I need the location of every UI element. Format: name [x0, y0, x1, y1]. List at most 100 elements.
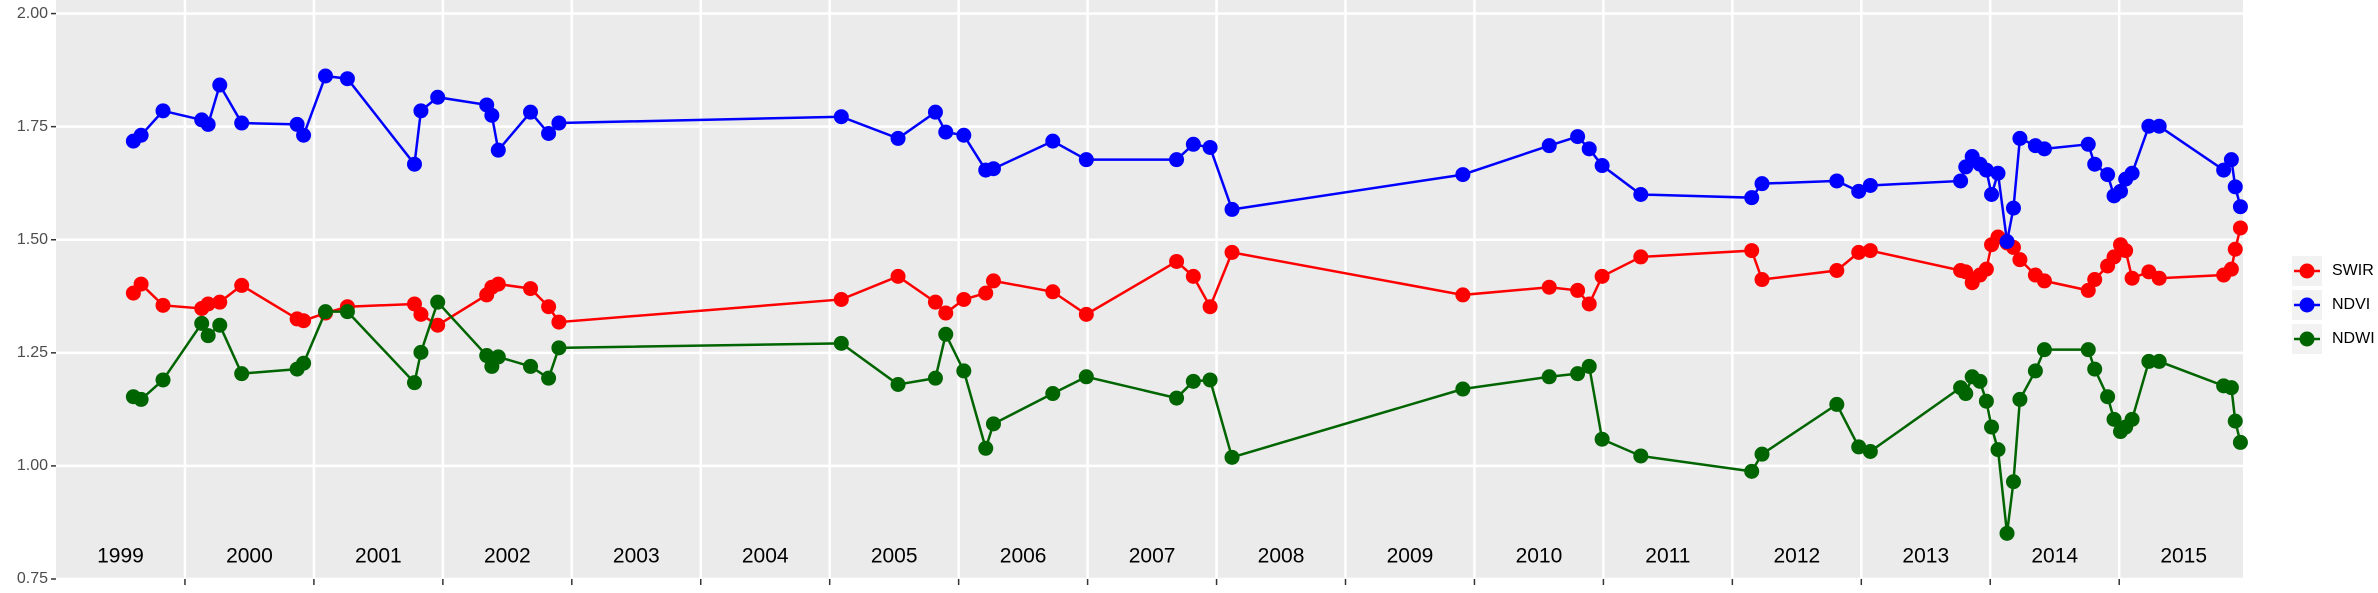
- point: [2087, 361, 2103, 377]
- legend-label: NDWI: [2332, 330, 2375, 347]
- point: [1978, 261, 1994, 277]
- point: [413, 103, 429, 119]
- point: [1633, 187, 1649, 203]
- point: [2100, 389, 2116, 405]
- x-tick-label: 2003: [613, 545, 660, 568]
- point: [551, 314, 567, 330]
- point: [1862, 443, 1878, 459]
- point: [339, 71, 355, 87]
- point: [1169, 152, 1185, 168]
- legend-marker: [2299, 297, 2315, 313]
- point: [2223, 261, 2239, 277]
- point: [296, 127, 312, 143]
- point: [2080, 136, 2096, 152]
- point: [490, 276, 506, 292]
- point: [956, 291, 972, 307]
- x-tick-label: 2006: [1000, 545, 1047, 568]
- point: [318, 304, 334, 320]
- point: [1224, 449, 1240, 465]
- point: [1862, 243, 1878, 259]
- point: [2124, 270, 2140, 286]
- point: [430, 89, 446, 105]
- point: [2141, 118, 2157, 134]
- point: [339, 304, 355, 320]
- point: [490, 142, 506, 158]
- point: [956, 127, 972, 143]
- point: [551, 340, 567, 356]
- point: [212, 77, 228, 93]
- point: [2151, 270, 2167, 286]
- point: [890, 130, 906, 146]
- x-tick-label: 2015: [2160, 545, 2207, 568]
- point: [1594, 431, 1610, 447]
- point: [927, 370, 943, 386]
- point: [1851, 439, 1867, 455]
- plot-panel: [56, 0, 2243, 579]
- point: [890, 376, 906, 392]
- point: [296, 313, 312, 329]
- point: [1984, 187, 2000, 203]
- point: [2232, 220, 2248, 236]
- point: [890, 268, 906, 284]
- point: [1594, 158, 1610, 174]
- point: [1224, 201, 1240, 217]
- point: [551, 115, 567, 131]
- point: [2227, 241, 2243, 257]
- point: [2141, 353, 2157, 369]
- point: [406, 375, 422, 391]
- point: [1633, 249, 1649, 265]
- y-tick-label: 2.00: [17, 5, 48, 22]
- point: [1455, 287, 1471, 303]
- point: [484, 107, 500, 123]
- point: [1990, 442, 2006, 458]
- point: [200, 328, 216, 344]
- point: [1541, 279, 1557, 295]
- point: [2124, 165, 2140, 181]
- point: [1169, 253, 1185, 269]
- point: [1570, 282, 1586, 298]
- point: [2036, 141, 2052, 157]
- point: [1185, 373, 1201, 389]
- point: [1541, 138, 1557, 154]
- point: [978, 440, 994, 456]
- point: [1581, 141, 1597, 157]
- point: [296, 355, 312, 371]
- point: [2005, 474, 2021, 490]
- point: [1570, 366, 1586, 382]
- point: [1224, 244, 1240, 260]
- point: [1851, 183, 1867, 199]
- point: [2227, 179, 2243, 195]
- point: [541, 125, 557, 141]
- point: [1045, 284, 1061, 300]
- point: [541, 299, 557, 315]
- point: [1185, 136, 1201, 152]
- point: [1594, 268, 1610, 284]
- point: [938, 326, 954, 342]
- point: [1045, 386, 1061, 402]
- x-tick-label: 2012: [1773, 545, 1820, 568]
- point: [1829, 396, 1845, 412]
- point: [833, 335, 849, 351]
- point: [2223, 152, 2239, 168]
- point: [1570, 129, 1586, 145]
- point: [2036, 342, 2052, 358]
- point: [1202, 139, 1218, 155]
- point: [833, 291, 849, 307]
- point: [2012, 252, 2028, 268]
- x-tick-label: 2013: [1902, 545, 1949, 568]
- point: [2227, 413, 2243, 429]
- point: [413, 306, 429, 322]
- point: [1202, 299, 1218, 315]
- point: [1829, 173, 1845, 189]
- point: [1851, 244, 1867, 260]
- point: [133, 276, 149, 292]
- point: [1862, 177, 1878, 193]
- point: [978, 285, 994, 301]
- legend-label: SWIR: [2332, 262, 2374, 279]
- point: [2087, 272, 2103, 288]
- point: [2027, 363, 2043, 379]
- point: [212, 294, 228, 310]
- point: [1754, 272, 1770, 288]
- point: [2080, 282, 2096, 298]
